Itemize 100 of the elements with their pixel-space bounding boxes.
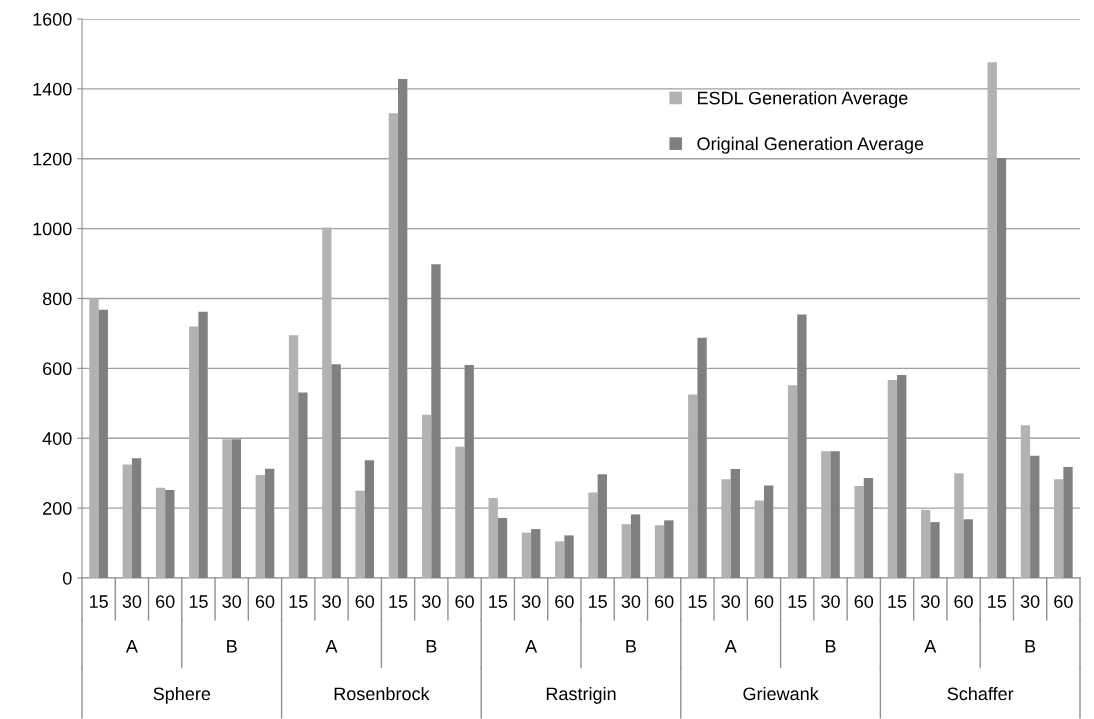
- x-tick-label: 30: [322, 595, 341, 608]
- bar: [222, 439, 232, 578]
- y-tick-label: 200: [43, 502, 72, 515]
- bar: [421, 414, 432, 578]
- bar: [987, 62, 997, 578]
- legend-label: Original Generation Average: [697, 136, 924, 154]
- bar: [688, 394, 698, 578]
- bar: [398, 79, 408, 578]
- text: A: [724, 640, 737, 653]
- bar: [763, 485, 774, 578]
- bar: [1063, 466, 1073, 578]
- bar: [588, 492, 598, 578]
- bar: [654, 525, 665, 578]
- x-tick-label: 30: [721, 595, 741, 608]
- bar: [787, 385, 798, 578]
- y-tick-label: 400: [42, 432, 72, 445]
- bar: [298, 392, 308, 578]
- text: A: [125, 640, 138, 653]
- x-tick-label: 15: [988, 595, 1007, 608]
- x-tick-label: 60: [455, 595, 474, 608]
- x-tick-label: 15: [688, 595, 707, 608]
- x-tick-label: 15: [189, 595, 208, 608]
- x-tick-label: 30: [621, 595, 641, 608]
- x-tick-label: 30: [421, 595, 441, 608]
- x-tick-label: 30: [920, 595, 940, 608]
- bar: [288, 335, 299, 578]
- bar: [255, 474, 265, 578]
- text: Sphere: [153, 686, 211, 704]
- text: B: [626, 640, 636, 653]
- bar: [730, 469, 741, 578]
- text: A: [325, 640, 338, 653]
- y-tick-label: 600: [43, 362, 72, 376]
- bar: [664, 520, 674, 578]
- bar: [531, 529, 541, 578]
- bar: [996, 158, 1007, 578]
- x-tick-label: 60: [555, 595, 574, 608]
- text: B: [426, 640, 437, 653]
- bar: [954, 473, 964, 578]
- x-tick-label: 30: [1020, 595, 1040, 608]
- bar: [920, 509, 931, 578]
- x-tick-label: 15: [489, 595, 508, 608]
- x-tick-label: 60: [854, 595, 874, 608]
- bar: [431, 264, 441, 578]
- x-tick-label: 60: [655, 595, 674, 608]
- bar: [165, 489, 175, 578]
- bar: [155, 487, 166, 578]
- bar: [198, 311, 208, 578]
- bar: [830, 451, 840, 578]
- bar: [963, 519, 973, 578]
- bar: [1030, 455, 1040, 578]
- text: Rastrigin: [546, 686, 616, 704]
- bar: [488, 497, 498, 578]
- text: Griewank: [743, 686, 819, 701]
- x-tick-label: 30: [222, 595, 242, 608]
- x-tick-label: 15: [289, 595, 308, 608]
- bar: [98, 309, 108, 578]
- bar: [564, 535, 574, 578]
- text: Schaffer: [947, 686, 1014, 701]
- bar: [464, 364, 474, 578]
- x-tick-label: 60: [355, 595, 375, 608]
- bar: [322, 227, 332, 578]
- x-tick-label: 30: [821, 595, 840, 608]
- bar: [697, 337, 707, 578]
- y-tick-label: 1200: [33, 152, 72, 166]
- bar: [854, 486, 864, 578]
- bar: [821, 451, 831, 578]
- bar: [89, 298, 99, 578]
- x-tick-label: 60: [954, 595, 973, 608]
- y-tick-label: 1400: [33, 82, 72, 96]
- bar: [497, 517, 508, 578]
- text: B: [825, 640, 836, 653]
- x-tick-label: 15: [389, 595, 408, 608]
- bar: [189, 326, 199, 578]
- bar: [621, 524, 631, 578]
- bar: [930, 522, 940, 578]
- x-tick-label: 15: [788, 595, 807, 608]
- text: B: [1025, 640, 1036, 653]
- x-tick-label: 60: [754, 595, 774, 608]
- bar: [721, 479, 731, 578]
- x-tick-label: 15: [588, 595, 607, 608]
- x-tick-label: 60: [156, 595, 175, 608]
- bar: [231, 439, 242, 578]
- bar: [1054, 479, 1064, 578]
- bar: [355, 490, 365, 578]
- bar: [863, 478, 874, 578]
- y-tick-label: 800: [42, 292, 72, 306]
- bar: [264, 468, 275, 578]
- bar: [630, 514, 641, 578]
- x-tick-label: 30: [122, 595, 142, 608]
- legend-label: ESDL Generation Average: [698, 91, 908, 108]
- bar: [521, 532, 532, 578]
- bar: [797, 314, 807, 578]
- bar: [887, 379, 898, 578]
- text: B: [227, 640, 237, 653]
- text: A: [525, 640, 538, 653]
- bar: [364, 460, 375, 578]
- bar: [897, 375, 907, 578]
- y-tick-label: 1000: [33, 222, 72, 236]
- bar: [331, 364, 341, 578]
- x-tick-label: 15: [888, 595, 907, 608]
